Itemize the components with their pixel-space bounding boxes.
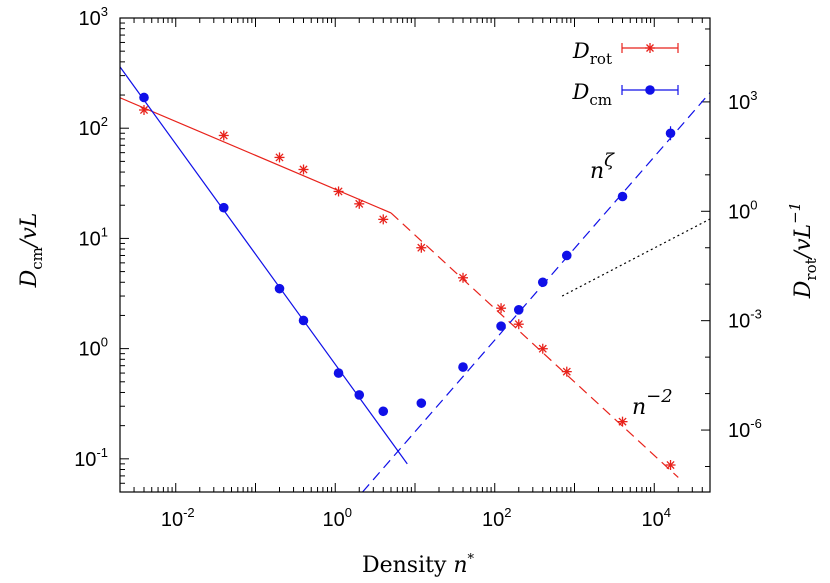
data-point-dcm — [561, 250, 572, 261]
star-stroke — [275, 153, 284, 162]
y-axis-left-label: Dcm/vL — [17, 213, 46, 289]
x-tick-label: 100 — [323, 505, 352, 531]
x-tick-label: 104 — [642, 505, 671, 531]
y-left-tick-label: 101 — [79, 224, 108, 250]
star-stroke — [219, 131, 228, 140]
y-left-tick-label: 10-1 — [74, 445, 108, 471]
data-point-dcm — [218, 202, 229, 213]
star-stroke — [666, 460, 675, 470]
y-right-tick-label: 100 — [728, 197, 757, 223]
data-point-drot — [496, 303, 507, 314]
data-point-dcm — [139, 92, 149, 103]
legend-marker-dcm — [645, 85, 655, 95]
annotation-n-minus-two: n−2 — [632, 386, 673, 420]
star-stroke — [458, 273, 468, 282]
data-point-drot — [458, 272, 469, 283]
fit-line-d-rot-dashed — [390, 212, 679, 478]
star-stroke — [334, 187, 343, 196]
data-point-dcm — [617, 191, 628, 202]
fit-lines — [119, 66, 711, 493]
x-tick-label: 102 — [482, 505, 511, 531]
fit-line-d-rot-solid — [119, 97, 392, 214]
annotation-n-zeta: nζ — [590, 150, 615, 184]
fit-line-d-cm-dashed — [362, 92, 711, 493]
data-point-drot — [617, 416, 628, 427]
y-axis-right-label: Drot/vL−1 — [786, 202, 820, 299]
legend-label-dcm: Dcm — [572, 80, 612, 109]
star-stroke — [497, 304, 506, 313]
star-stroke — [514, 320, 523, 329]
plot-frame — [119, 17, 711, 493]
data-point-drot — [513, 319, 524, 330]
y-right-tick-label: 10-6 — [728, 416, 762, 442]
fit-line-d-cm-solid — [119, 66, 408, 465]
star-stroke — [355, 199, 364, 208]
data-point-dcm — [378, 406, 389, 417]
legend: Drot Dcm — [572, 39, 679, 109]
data-point-dcm — [513, 305, 524, 315]
data-point-drot — [378, 214, 389, 225]
data-point-dcm — [354, 390, 365, 400]
x-tick-label: 10-2 — [161, 505, 195, 531]
y-left-tick-label: 103 — [79, 4, 108, 30]
y-left-tick-label: 100 — [79, 335, 108, 361]
star-stroke — [379, 215, 388, 224]
x-axis-label: Density n* — [362, 552, 475, 578]
fit-line-guide-dotted — [561, 218, 711, 297]
data-point-drot — [665, 460, 676, 471]
data-point-dcm — [274, 283, 285, 294]
tick-marks — [119, 17, 711, 493]
data-point-dcm — [496, 321, 506, 331]
data-point-drot — [537, 343, 548, 354]
data-point-drot — [218, 130, 229, 141]
star-stroke — [538, 344, 547, 353]
tick-labels: 10-2 100 102 104 10-1 100 101 102 103 10-6 10-3 100… — [74, 4, 762, 531]
star-stroke — [618, 417, 627, 426]
y-right-tick-label: 103 — [728, 88, 757, 114]
data-point-drot — [139, 104, 150, 115]
data-point-drot — [333, 186, 344, 197]
data-point-drot — [354, 198, 365, 209]
data-point-dcm — [458, 362, 468, 372]
data-point-dcm — [298, 315, 309, 326]
y-right-tick-label: 10-3 — [728, 307, 762, 333]
star-stroke — [299, 165, 308, 174]
data-point-drot — [416, 242, 427, 253]
data-point-dcm — [416, 398, 427, 408]
data-point-dcm — [333, 368, 344, 378]
legend-marker-drot — [645, 43, 655, 53]
data-point-dcm — [537, 277, 548, 288]
y-left-tick-label: 102 — [79, 114, 108, 140]
data-point-drot — [561, 366, 572, 377]
data-markers — [139, 92, 676, 471]
legend-label-drot: Drot — [572, 39, 612, 68]
star-stroke — [417, 243, 426, 252]
data-point-drot — [298, 164, 309, 175]
data-point-drot — [274, 152, 285, 163]
star-stroke — [139, 105, 149, 115]
star-stroke — [562, 367, 571, 376]
